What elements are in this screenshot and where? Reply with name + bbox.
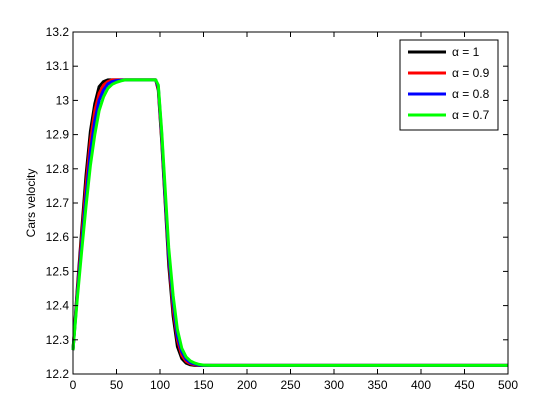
legend-label-1: α = 1 <box>452 45 480 59</box>
y-tick-label: 12.6 <box>46 230 70 244</box>
y-tick-label: 12.8 <box>46 162 70 176</box>
legend-label-4: α = 0.7 <box>452 108 490 122</box>
legend-label-3: α = 0.8 <box>452 87 490 101</box>
y-tick-label: 12.7 <box>46 196 70 210</box>
y-axis-label: Cars velocity <box>24 169 38 238</box>
y-axis: 12.2 12.3 12.4 12.5 12.6 12.7 12.8 12.9 13 13.1 13… <box>46 25 508 381</box>
y-tick-label: 13.2 <box>46 25 70 39</box>
y-tick-label: 12.2 <box>46 367 70 381</box>
y-tick-label: 13 <box>56 93 70 107</box>
y-tick-label: 12.9 <box>46 128 70 142</box>
y-tick-label: 13.1 <box>46 59 70 73</box>
x-tick-label: 350 <box>367 378 387 392</box>
y-tick-label: 12.5 <box>46 264 70 278</box>
plot-lines <box>71 78 508 367</box>
x-tick-label: 250 <box>280 378 300 392</box>
x-tick-label: 450 <box>454 378 474 392</box>
x-tick-label: 0 <box>70 378 77 392</box>
x-tick-label: 500 <box>498 378 518 392</box>
x-tick-label: 150 <box>193 378 213 392</box>
y-tick-label: 12.3 <box>46 333 70 347</box>
x-tick-label: 300 <box>324 378 344 392</box>
x-tick-label: 400 <box>411 378 431 392</box>
series-line-4 <box>71 78 508 367</box>
x-tick-label: 100 <box>150 378 170 392</box>
x-tick-label: 50 <box>110 378 124 392</box>
legend-label-2: α = 0.9 <box>452 66 490 80</box>
y-tick-label: 12.4 <box>46 299 70 313</box>
x-axis: 0 50 100 150 200 250 300 350 400 450 500 <box>70 32 518 392</box>
legend-box <box>399 39 499 131</box>
x-tick-label: 200 <box>237 378 257 392</box>
legend: α = 1 α = 0.9 α = 0.8 α = 0.7 <box>399 39 499 131</box>
